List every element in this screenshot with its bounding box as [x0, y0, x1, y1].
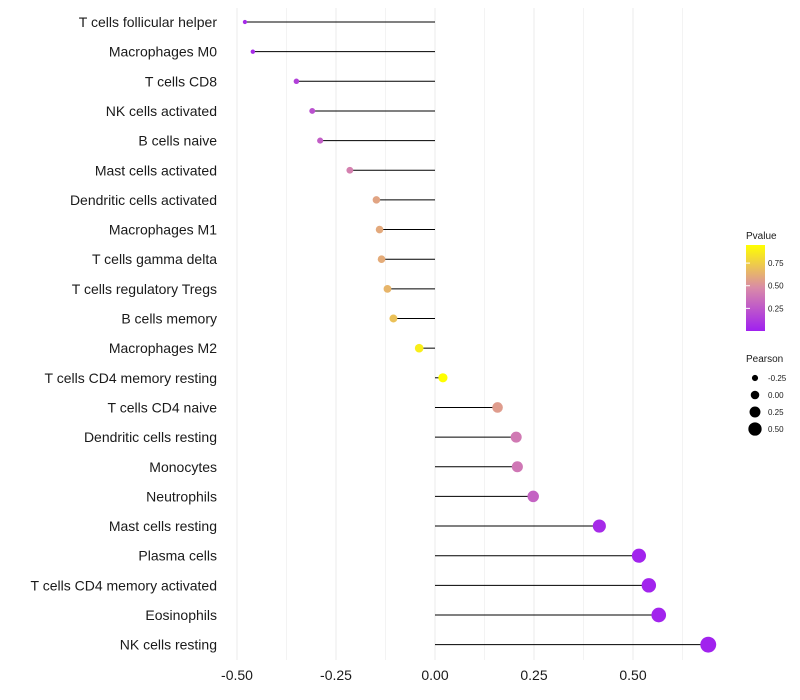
y-tick-labels: T cells follicular helper Macrophages M0 T… [31, 14, 218, 653]
y-tick-label: T cells CD4 memory resting [45, 370, 217, 386]
legend-pearson-key [748, 422, 762, 436]
data-point [700, 636, 717, 653]
data-point [372, 196, 381, 204]
data-point [317, 137, 324, 144]
legend-pearson-label: -0.25 [768, 374, 787, 383]
legend-pearson-label: 0.25 [768, 408, 784, 417]
y-tick-label: Neutrophils [146, 488, 217, 504]
legend-pearson-key [751, 374, 759, 382]
y-tick-label: Mast cells activated [95, 162, 217, 178]
legend-pvalue-title: Pvalue [746, 231, 777, 242]
y-tick-label: T cells follicular helper [79, 14, 218, 30]
data-point [651, 607, 667, 623]
data-point [641, 578, 657, 593]
data-point [309, 108, 316, 114]
x-tick-labels: -0.50 -0.25 0.00 0.25 0.50 [221, 667, 647, 683]
legend: Pvalue 0.75 0.50 0.25 Pearson -0.25 0.00 0.2… [746, 231, 787, 436]
y-tick-label: Plasma cells [138, 548, 217, 564]
data-point [389, 314, 398, 323]
y-tick-label: B cells naive [138, 133, 217, 149]
legend-pearson-label: 0.00 [768, 391, 784, 400]
x-tick-label: -0.25 [320, 667, 352, 683]
data-point [527, 490, 539, 503]
legend-pvalue-tick-label: 0.25 [768, 304, 784, 313]
data-point [438, 373, 448, 383]
y-tick-label: Mast cells resting [109, 518, 217, 534]
legend-pearson-keys: -0.25 0.00 0.25 0.50 [748, 374, 787, 436]
data-point [293, 78, 300, 85]
y-tick-label: T cells regulatory Tregs [72, 281, 217, 297]
legend-pearson-title: Pearson [746, 354, 783, 365]
x-tick-label: -0.50 [221, 667, 253, 683]
data-point [383, 284, 392, 293]
data-point [511, 461, 523, 473]
legend-pvalue-ticks: 0.75 0.50 0.25 [746, 259, 784, 313]
y-tick-label: T cells CD8 [145, 73, 217, 89]
x-tick-label: 0.00 [421, 667, 448, 683]
data-point [631, 548, 647, 563]
data-point [592, 519, 606, 533]
data-point [377, 255, 386, 264]
data-point [375, 225, 384, 234]
y-tick-label: B cells memory [121, 311, 217, 327]
y-tick-label: NK cells resting [120, 637, 217, 653]
y-tick-label: Monocytes [149, 459, 217, 475]
points [242, 19, 717, 653]
x-tick-label: 0.50 [619, 667, 646, 683]
data-point [346, 166, 354, 174]
legend-pvalue-colorbar [746, 245, 765, 331]
legend-pvalue-tick-label: 0.50 [768, 282, 784, 291]
data-point [492, 402, 503, 413]
x-tick-label: 0.25 [520, 667, 547, 683]
y-tick-label: Dendritic cells resting [84, 429, 217, 445]
data-point [414, 343, 424, 353]
y-tick-label: Macrophages M2 [109, 340, 217, 356]
y-tick-label: T cells gamma delta [92, 251, 217, 267]
y-tick-label: T cells CD4 memory activated [31, 577, 217, 593]
legend-pearson-label: 0.50 [768, 425, 784, 434]
data-point [510, 431, 522, 443]
y-tick-label: Dendritic cells activated [70, 192, 217, 208]
legend-pearson-key [750, 390, 760, 400]
y-tick-label: NK cells activated [106, 103, 217, 119]
y-tick-label: Macrophages M1 [109, 222, 217, 238]
y-tick-label: T cells CD4 naive [108, 399, 218, 415]
legend-pearson-key [749, 406, 761, 418]
data-point [242, 19, 248, 25]
y-tick-label: Eosinophils [145, 607, 217, 623]
grid-lines [236, 8, 683, 660]
legend-pvalue-tick-label: 0.75 [768, 259, 784, 268]
data-point [250, 49, 256, 54]
y-tick-label: Macrophages M0 [109, 44, 217, 60]
